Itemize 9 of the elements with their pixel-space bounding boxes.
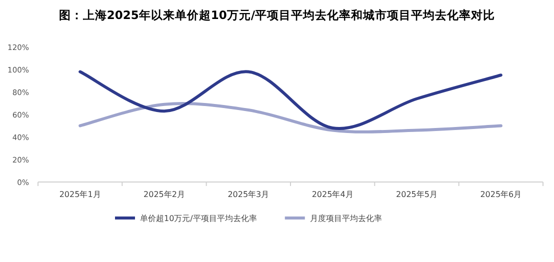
chart-title: 图：上海2025年以来单价超10万元/平项目平均去化率和城市项目平均去化率对比 xyxy=(58,8,496,22)
legend-label: 单价超10万元/平项目平均去化率 xyxy=(140,214,257,223)
x-tick-label: 2025年5月 xyxy=(396,190,438,199)
x-tick-label: 2025年4月 xyxy=(312,190,354,199)
x-tick-label: 2025年2月 xyxy=(144,190,185,199)
x-tick-label: 2025年6月 xyxy=(480,190,522,199)
x-tick-label: 2025年1月 xyxy=(59,190,101,199)
x-tick-label: 2025年3月 xyxy=(228,190,270,199)
legend-label: 月度项目平均去化率 xyxy=(310,214,382,223)
